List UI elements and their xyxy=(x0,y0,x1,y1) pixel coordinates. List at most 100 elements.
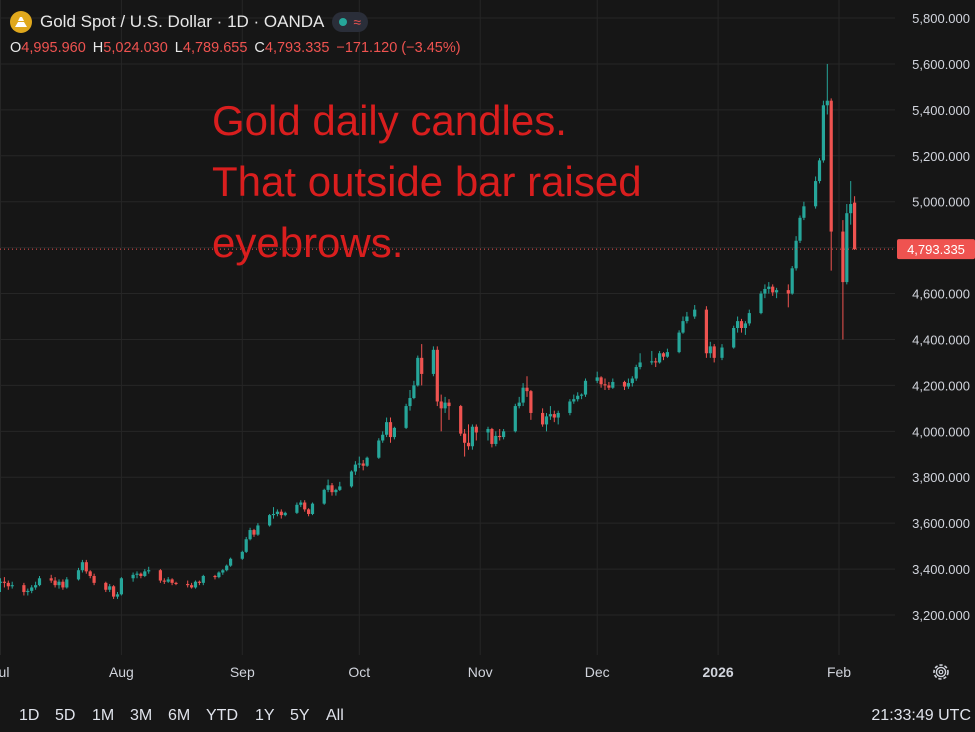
candle[interactable] xyxy=(634,364,638,381)
candle[interactable] xyxy=(708,341,712,358)
candle[interactable] xyxy=(665,348,669,358)
candle[interactable] xyxy=(720,344,724,361)
candle[interactable] xyxy=(767,282,771,294)
candle[interactable] xyxy=(677,330,681,354)
candle[interactable] xyxy=(310,502,315,516)
candle[interactable] xyxy=(299,500,303,508)
candle[interactable] xyxy=(252,528,256,537)
candle[interactable] xyxy=(798,215,802,244)
candle[interactable] xyxy=(322,488,326,505)
range-6m-button[interactable]: 6M xyxy=(168,707,191,724)
candle[interactable] xyxy=(474,424,478,441)
candle[interactable] xyxy=(576,392,580,402)
candle[interactable] xyxy=(143,569,147,578)
candle[interactable] xyxy=(849,181,853,225)
candle[interactable] xyxy=(353,461,357,475)
candle[interactable] xyxy=(221,569,225,575)
candle[interactable] xyxy=(732,325,736,349)
candle[interactable] xyxy=(307,508,311,517)
candle[interactable] xyxy=(365,456,369,467)
candle[interactable] xyxy=(603,378,607,390)
candle[interactable] xyxy=(225,564,229,572)
market-status-pill[interactable]: ≈ xyxy=(332,12,369,32)
candle[interactable] xyxy=(486,426,490,441)
candle[interactable] xyxy=(712,344,716,363)
candle[interactable] xyxy=(385,417,389,438)
candle[interactable] xyxy=(817,158,822,184)
candle[interactable] xyxy=(65,577,69,589)
candle[interactable] xyxy=(377,438,381,459)
candle[interactable] xyxy=(115,592,120,599)
candle[interactable] xyxy=(349,470,354,488)
range-ytd-button[interactable]: YTD xyxy=(206,707,238,724)
candle[interactable] xyxy=(611,378,615,389)
candle[interactable] xyxy=(517,396,521,409)
candle[interactable] xyxy=(268,513,272,527)
candle[interactable] xyxy=(271,507,276,519)
candle[interactable] xyxy=(498,429,502,441)
candle[interactable] xyxy=(412,380,416,400)
candle[interactable] xyxy=(529,389,533,420)
candle[interactable] xyxy=(821,100,825,163)
candle[interactable] xyxy=(431,346,435,377)
candle[interactable] xyxy=(361,460,365,471)
candle[interactable] xyxy=(108,584,112,593)
candle[interactable] xyxy=(34,581,38,590)
candle[interactable] xyxy=(256,523,260,536)
candle[interactable] xyxy=(743,321,747,335)
candle[interactable] xyxy=(408,389,412,411)
candle[interactable] xyxy=(201,574,205,586)
candle[interactable] xyxy=(638,353,642,370)
candle[interactable] xyxy=(158,569,162,583)
candle[interactable] xyxy=(420,344,424,386)
candle[interactable] xyxy=(552,410,556,423)
candle[interactable] xyxy=(30,585,34,594)
candle[interactable] xyxy=(541,408,545,427)
candle[interactable] xyxy=(654,357,658,368)
candle[interactable] xyxy=(248,527,252,541)
candle[interactable] xyxy=(392,426,396,440)
candle[interactable] xyxy=(693,305,697,319)
candle[interactable] xyxy=(49,574,53,583)
candle[interactable] xyxy=(580,393,584,400)
candle[interactable] xyxy=(2,577,6,588)
range-5d-button[interactable]: 5D xyxy=(55,707,76,724)
candle[interactable] xyxy=(447,399,451,420)
candle[interactable] xyxy=(388,417,393,443)
candle[interactable] xyxy=(548,406,552,420)
range-1d-button[interactable]: 1D xyxy=(19,707,40,724)
candle[interactable] xyxy=(53,577,57,588)
candle[interactable] xyxy=(22,582,26,596)
candle[interactable] xyxy=(794,236,798,271)
candle[interactable] xyxy=(525,376,529,397)
candle[interactable] xyxy=(330,482,334,496)
candle[interactable] xyxy=(583,378,588,397)
candle[interactable] xyxy=(139,572,143,579)
candle[interactable] xyxy=(26,588,30,596)
candle[interactable] xyxy=(186,580,190,588)
candle[interactable] xyxy=(502,429,506,440)
candle[interactable] xyxy=(685,311,689,324)
candle[interactable] xyxy=(630,376,634,387)
candle[interactable] xyxy=(76,567,81,581)
candle[interactable] xyxy=(763,284,767,299)
candle[interactable] xyxy=(170,578,174,586)
candle[interactable] xyxy=(494,431,498,447)
candle[interactable] xyxy=(84,559,88,574)
candle[interactable] xyxy=(135,571,139,579)
candle[interactable] xyxy=(61,579,65,590)
symbol-title[interactable]: Gold Spot / U.S. Dollar · 1D · OANDA xyxy=(40,12,325,31)
candle[interactable] xyxy=(357,456,361,469)
candle[interactable] xyxy=(334,488,338,496)
range-3m-button[interactable]: 3M xyxy=(130,707,153,724)
candle[interactable] xyxy=(490,427,494,448)
candle[interactable] xyxy=(599,376,603,388)
candle[interactable] xyxy=(435,346,439,407)
candle[interactable] xyxy=(166,577,170,583)
candle[interactable] xyxy=(279,509,283,519)
candle[interactable] xyxy=(845,204,849,285)
candle[interactable] xyxy=(572,394,576,404)
utc-clock[interactable]: 21:33:49 UTC xyxy=(871,707,971,724)
candle[interactable] xyxy=(470,424,474,450)
candle[interactable] xyxy=(147,566,151,574)
